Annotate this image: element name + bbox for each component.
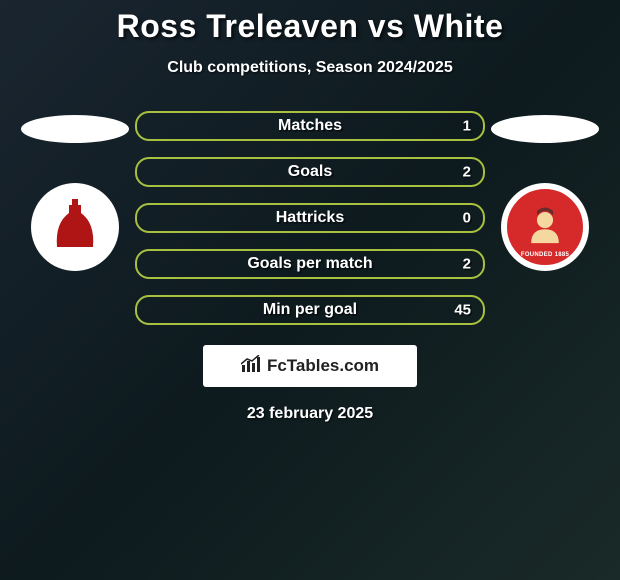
- stat-right-value: 2: [463, 256, 471, 273]
- stat-label: Goals: [288, 163, 332, 181]
- club-left-badge: [31, 183, 119, 271]
- stat-label: Matches: [278, 117, 342, 135]
- stat-label: Hattricks: [276, 209, 344, 227]
- stat-label: Min per goal: [263, 301, 357, 319]
- player-right-column: FOUNDED 1885: [485, 107, 605, 271]
- page-title: Ross Treleaven vs White: [0, 8, 620, 45]
- comparison-body: Matches 1 Goals 2 Hattricks 0 Goals per …: [0, 107, 620, 325]
- stats-table: Matches 1 Goals 2 Hattricks 0 Goals per …: [135, 107, 485, 325]
- stat-row-min-per-goal: Min per goal 45: [135, 295, 485, 325]
- club-right-badge: FOUNDED 1885: [501, 183, 589, 271]
- player-right-avatar: [491, 115, 599, 143]
- comparison-card: Ross Treleaven vs White Club competition…: [0, 0, 620, 423]
- stat-row-goals: Goals 2: [135, 157, 485, 187]
- player-left-avatar: [21, 115, 129, 143]
- player-left-column: [15, 107, 135, 271]
- stat-right-value: 45: [454, 302, 471, 319]
- club-right-icon: FOUNDED 1885: [507, 189, 583, 265]
- club-left-icon: [47, 199, 103, 255]
- watermark-text: FcTables.com: [267, 356, 379, 376]
- stat-right-value: 2: [463, 164, 471, 181]
- stat-row-hattricks: Hattricks 0: [135, 203, 485, 233]
- stat-right-value: 1: [463, 118, 471, 135]
- club-right-founded: FOUNDED 1885: [521, 252, 569, 258]
- footer-date: 23 february 2025: [0, 405, 620, 423]
- stat-right-value: 0: [463, 210, 471, 227]
- stat-row-goals-per-match: Goals per match 2: [135, 249, 485, 279]
- stat-row-matches: Matches 1: [135, 111, 485, 141]
- page-subtitle: Club competitions, Season 2024/2025: [0, 59, 620, 77]
- watermark[interactable]: FcTables.com: [203, 345, 417, 387]
- stat-label: Goals per match: [247, 255, 372, 273]
- bar-chart-icon: [241, 355, 263, 378]
